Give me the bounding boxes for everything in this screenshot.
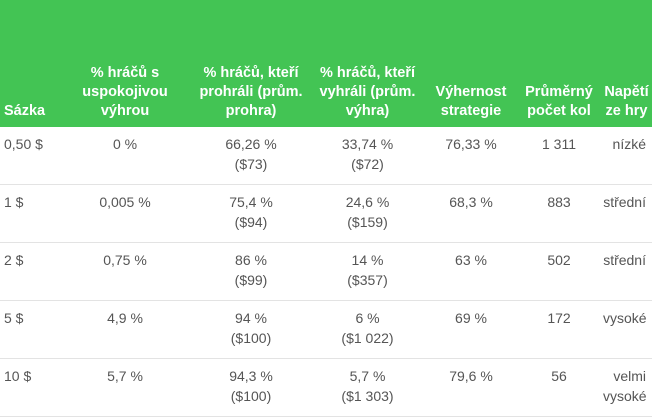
cell-lost: 66,26 % ($73) xyxy=(192,127,310,185)
cell-bet: 0,50 $ xyxy=(0,127,58,185)
cell-won: 33,74 % ($72) xyxy=(310,127,425,185)
header-bet: Sázka xyxy=(0,0,58,127)
table-header: Sázka % hráčů s uspokojivou výhrou % hrá… xyxy=(0,0,652,127)
header-satisfying-win: % hráčů s uspokojivou výhrou xyxy=(58,0,192,127)
cell-bet: 2 $ xyxy=(0,242,58,301)
cell-excitement: velmi vysoké xyxy=(601,358,652,417)
header-row: Sázka % hráčů s uspokojivou výhrou % hrá… xyxy=(0,0,652,127)
table-row: 0,50 $ 0 % 66,26 % ($73) 33,74 % ($72) 7… xyxy=(0,127,652,185)
cell-lost: 94,3 % ($100) xyxy=(192,358,310,417)
cell-lost: 86 % ($99) xyxy=(192,242,310,301)
cell-win-rate: 68,3 % xyxy=(425,184,517,243)
header-avg-rounds: Průměrný počet kol xyxy=(517,0,601,127)
cell-excitement: vysoké xyxy=(601,300,652,359)
cell-win-rate: 69 % xyxy=(425,300,517,359)
cell-satisfying-win: 0 % xyxy=(58,127,192,185)
table-body: 0,50 $ 0 % 66,26 % ($73) 33,74 % ($72) 7… xyxy=(0,127,652,417)
cell-lost: 75,4 % ($94) xyxy=(192,184,310,243)
table-row: 10 $ 5,7 % 94,3 % ($100) 5,7 % ($1 303) … xyxy=(0,358,652,417)
cell-bet: 1 $ xyxy=(0,184,58,243)
cell-satisfying-win: 0,005 % xyxy=(58,184,192,243)
header-win-rate: Výhernost strategie xyxy=(425,0,517,127)
cell-won: 24,6 % ($159) xyxy=(310,184,425,243)
table-row: 1 $ 0,005 % 75,4 % ($94) 24,6 % ($159) 6… xyxy=(0,184,652,243)
cell-excitement: nízké xyxy=(601,127,652,185)
cell-won: 14 % ($357) xyxy=(310,242,425,301)
header-won: % hráčů, kteří vyhráli (prům. výhra) xyxy=(310,0,425,127)
cell-avg-rounds: 883 xyxy=(517,184,601,243)
cell-avg-rounds: 502 xyxy=(517,242,601,301)
cell-satisfying-win: 0,75 % xyxy=(58,242,192,301)
table-row: 2 $ 0,75 % 86 % ($99) 14 % ($357) 63 % 5… xyxy=(0,242,652,301)
cell-win-rate: 63 % xyxy=(425,242,517,301)
cell-avg-rounds: 1 311 xyxy=(517,127,601,185)
cell-win-rate: 79,6 % xyxy=(425,358,517,417)
cell-avg-rounds: 56 xyxy=(517,358,601,417)
cell-won: 5,7 % ($1 303) xyxy=(310,358,425,417)
cell-lost: 94 % ($100) xyxy=(192,300,310,359)
cell-won: 6 % ($1 022) xyxy=(310,300,425,359)
table-row: 5 $ 4,9 % 94 % ($100) 6 % ($1 022) 69 % … xyxy=(0,300,652,359)
cell-satisfying-win: 4,9 % xyxy=(58,300,192,359)
cell-excitement: střední xyxy=(601,184,652,243)
header-excitement: Napětí ze hry xyxy=(601,0,652,127)
header-lost: % hráčů, kteří prohráli (prům. prohra) xyxy=(192,0,310,127)
cell-avg-rounds: 172 xyxy=(517,300,601,359)
cell-bet: 5 $ xyxy=(0,300,58,359)
cell-excitement: střední xyxy=(601,242,652,301)
cell-win-rate: 76,33 % xyxy=(425,127,517,185)
cell-bet: 10 $ xyxy=(0,358,58,417)
cell-satisfying-win: 5,7 % xyxy=(58,358,192,417)
